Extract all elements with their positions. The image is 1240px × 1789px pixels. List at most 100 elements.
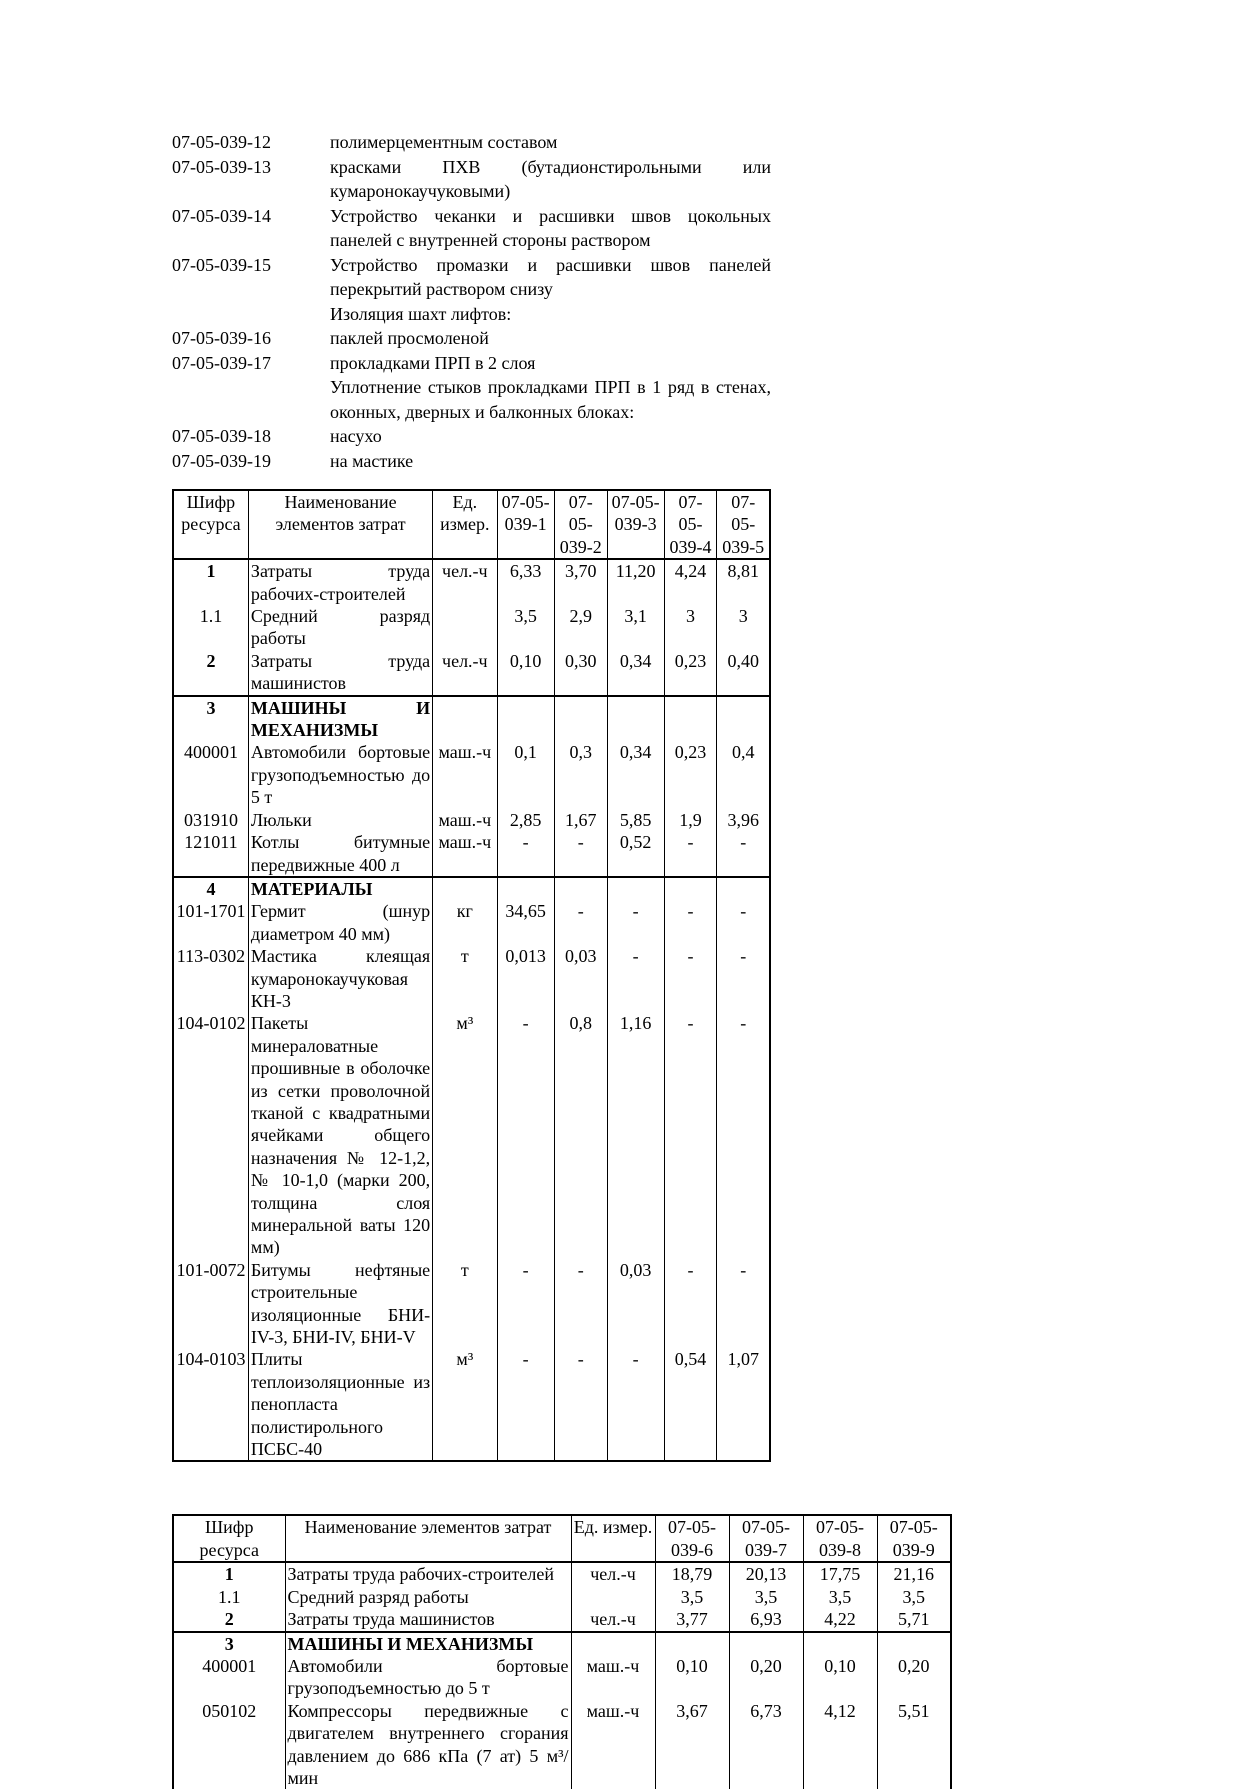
table-row: 121011 Котлы битумные передвижные 400 л … — [172, 831, 771, 877]
resource-code: 400001 — [172, 1654, 286, 1700]
norm-col-line1: 07-05- — [668, 1517, 716, 1538]
value — [553, 875, 608, 901]
cost-element-name: Гермит (шнур диаметром 40 мм) — [247, 900, 434, 946]
table-row: 1 Затраты труда рабочих-строителей чел.-… — [172, 1562, 952, 1586]
value: 0,23 — [663, 741, 718, 809]
value: 0,34 — [606, 649, 665, 696]
cost-element-name: Компрессоры передвижные с двигателем вну… — [284, 1699, 572, 1789]
value: 0,03 — [606, 1258, 665, 1349]
value — [716, 875, 771, 901]
resources-table-1: Шифр ресурса Наименование элементов затр… — [172, 489, 771, 1463]
cost-element-name: Люльки — [247, 808, 434, 832]
value: 3,70 — [553, 559, 608, 606]
table-row: 031910 Люльки маш.-ч 2,85 1,67 5,85 1,9 … — [172, 808, 771, 832]
unit — [570, 1630, 656, 1655]
header-cost-elements: Наименование элементов затрат — [247, 490, 434, 561]
norm-code: 07-05-039-12 — [172, 132, 271, 152]
value — [606, 875, 665, 901]
value — [606, 694, 665, 742]
value: 5,51 — [876, 1699, 952, 1789]
norm-col-line1: 07-05- — [678, 492, 703, 535]
value: - — [663, 831, 718, 877]
table-row: 101-0072 Битумы нефтяные строительные из… — [172, 1258, 771, 1349]
cost-element-name: Затраты труда машинистов — [284, 1608, 572, 1632]
value: 34,65 — [496, 900, 555, 946]
norm-code: 07-05-039-14 — [172, 205, 271, 226]
value: - — [716, 831, 771, 877]
value: - — [716, 1258, 771, 1349]
resource-code: 101-1701 — [172, 900, 249, 946]
value: 6,73 — [728, 1699, 804, 1789]
value: 5,85 — [606, 808, 665, 832]
resource-code: 121011 — [172, 831, 249, 877]
value: - — [496, 831, 555, 877]
value: - — [663, 1012, 718, 1259]
value: - — [553, 1258, 608, 1349]
header-resource-code: Шифр ресурса — [172, 490, 249, 561]
unit: маш.-ч — [570, 1654, 656, 1700]
table-row: 1.1 Средний разряд работы 3,5 2,9 3,1 3 … — [172, 605, 771, 650]
value: 4,22 — [802, 1608, 878, 1632]
unit: т — [432, 945, 498, 1013]
table-row: 1 Затраты труда рабочих-строителей чел.-… — [172, 559, 771, 606]
norm-description: Изоляция шахт лифтов: — [330, 303, 512, 324]
value: 0,1 — [496, 741, 555, 809]
header-norm-col: 07-05- 039-6 — [654, 1515, 730, 1564]
norm-col-line2: 039-5 — [722, 536, 765, 557]
resource-code: 2 — [172, 649, 249, 696]
norm-col-line1: 07-05- — [889, 1517, 938, 1538]
value — [496, 694, 555, 742]
value: 0,30 — [553, 649, 608, 696]
norm-col-line2: 039-2 — [559, 536, 602, 557]
value: 3,77 — [654, 1608, 730, 1632]
cost-element-name: Мастика клеящая кумаронокаучуковая КН-3 — [247, 945, 434, 1013]
value: 3,96 — [716, 808, 771, 832]
section-title: МАТЕРИАЛЫ — [247, 875, 434, 901]
unit: кг — [432, 900, 498, 946]
unit: маш.-ч — [570, 1699, 656, 1789]
value: 2,9 — [553, 605, 608, 650]
value: - — [663, 900, 718, 946]
value: 11,20 — [606, 559, 665, 606]
value: 0,3 — [553, 741, 608, 809]
value: 20,13 — [728, 1562, 804, 1586]
value: 0,20 — [876, 1654, 952, 1700]
value: 0,10 — [496, 649, 555, 696]
norm-col-line1: 07-05- — [611, 492, 660, 512]
value — [663, 875, 718, 901]
value — [654, 1630, 730, 1655]
norm-col-line2: 039-1 — [504, 514, 547, 535]
value: 3,5 — [496, 605, 555, 650]
value — [802, 1630, 878, 1655]
norm-description: насухо — [330, 426, 382, 446]
value: 0,013 — [496, 945, 555, 1013]
unit: чел.-ч — [432, 559, 498, 606]
table-header-row: Шифр ресурса Наименование элементов затр… — [172, 1515, 952, 1564]
value: 0,20 — [728, 1654, 804, 1700]
value: - — [553, 900, 608, 946]
unit: чел.-ч — [570, 1608, 656, 1632]
norm-col-line1: 07-05- — [731, 492, 756, 535]
list-item: 07-05-039-14 Устройство чеканки и расшивк… — [172, 204, 771, 253]
resource-code: 400001 — [172, 741, 249, 809]
value: 6,33 — [496, 559, 555, 606]
value: - — [496, 1012, 555, 1259]
section-row: 4 МАТЕРИАЛЫ — [172, 875, 771, 901]
resource-code: 1 — [172, 559, 249, 606]
value: 4,12 — [802, 1699, 878, 1789]
list-item: Изоляция шахт лифтов: — [172, 302, 771, 327]
value: - — [663, 1258, 718, 1349]
value: 3,5 — [802, 1585, 878, 1609]
norm-code: 07-05-039-16 — [172, 328, 271, 348]
document-page: 07-05-039-12 полимерцементным составом 07… — [172, 132, 952, 1789]
value: 2,85 — [496, 808, 555, 832]
norm-description: паклей просмоленой — [330, 328, 489, 348]
value: 0,23 — [663, 649, 718, 696]
section-row: 3 МАШИНЫ И МЕХАНИЗМЫ — [172, 694, 771, 742]
norm-code: 07-05-039-18 — [172, 426, 271, 446]
table-row: 104-0102 Пакеты минераловатные прошивные… — [172, 1012, 771, 1259]
value: 3 — [716, 605, 771, 650]
norm-col-line1: 07-05- — [816, 1517, 864, 1538]
value: 3,5 — [654, 1585, 730, 1609]
header-norm-col: 07-05- 039-5 — [716, 490, 771, 561]
